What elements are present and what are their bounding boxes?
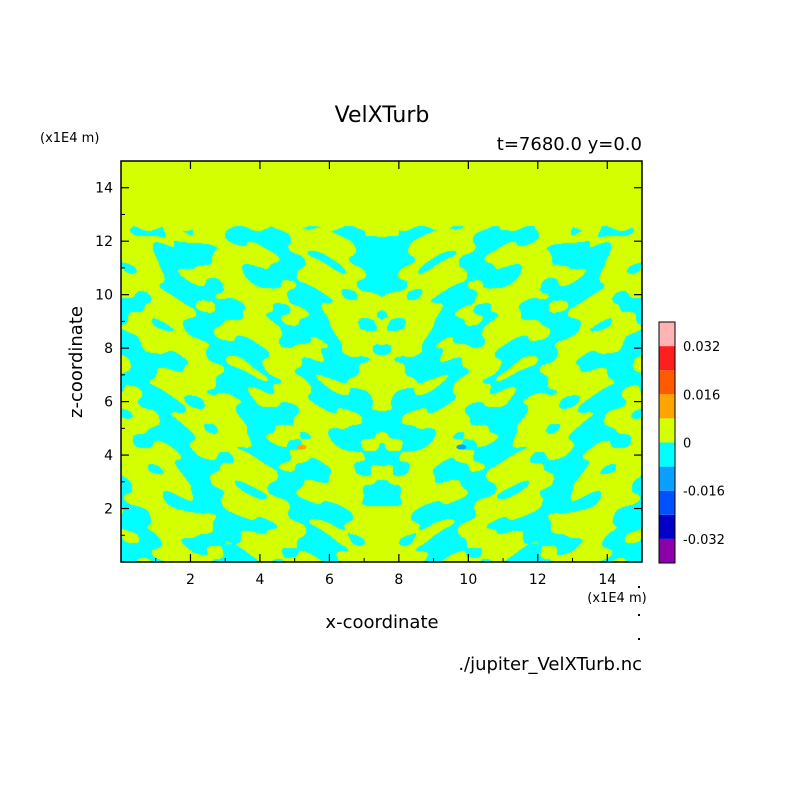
colorbar-tick-label: 0 — [683, 437, 691, 452]
x-tick-label: 2 — [186, 572, 195, 588]
y-tick-label: 12 — [95, 234, 113, 250]
x-unit-label: (x1E4 m) — [587, 591, 646, 606]
x-tick-label: 8 — [394, 572, 403, 588]
colorbar-swatch-4 — [659, 442, 675, 467]
colorbar-frame — [658, 321, 676, 564]
y-tick-label: 2 — [104, 502, 113, 518]
x-axis-title: x-coordinate — [325, 612, 438, 633]
colorbar-swatch-7 — [659, 370, 675, 395]
colorbar-swatch-6 — [659, 394, 675, 419]
y-tick-label: 14 — [95, 181, 113, 197]
colorbar-swatch-2 — [659, 490, 675, 515]
colorbar-swatch-8 — [659, 346, 675, 371]
colorbar: 0.032 0.016 0 -0.016 -0.032 — [658, 321, 725, 564]
source-file-label: ./jupiter_VelXTurb.nc — [458, 654, 642, 675]
x-tick-label: 14 — [598, 572, 616, 588]
colorbar-tick-label: -0.032 — [683, 533, 725, 548]
plot-frame — [120, 160, 643, 563]
y-axis: 2 4 6 8 10 12 14 — [95, 181, 642, 536]
colorbar-swatch-9 — [659, 322, 675, 347]
extreme-spot-1 — [456, 444, 467, 450]
y-axis-title: z-coordinate — [66, 306, 87, 418]
extreme-spot-0 — [296, 444, 307, 450]
x-tick-label: 4 — [255, 572, 264, 588]
y-tick-label: 8 — [104, 341, 113, 357]
colorbar-swatch-0 — [659, 538, 675, 563]
y-tick-label: 6 — [104, 395, 113, 411]
y-tick-label: 10 — [95, 288, 113, 304]
field-contours — [121, 161, 642, 562]
chart-subtitle: t=7680.0 y=0.0 — [497, 134, 642, 155]
x-tick-label: 10 — [459, 572, 477, 588]
colorbar-swatch-5 — [659, 418, 675, 443]
colorbar-tick-label: -0.016 — [683, 485, 725, 500]
y-tick-label: 4 — [104, 448, 113, 464]
corner-marks — [638, 586, 640, 640]
x-tick-label: 12 — [529, 572, 547, 588]
colorbar-tick-label: 0.032 — [683, 340, 720, 355]
colorbar-swatch-1 — [659, 514, 675, 539]
x-tick-label: 6 — [325, 572, 334, 588]
colorbar-swatch-3 — [659, 466, 675, 491]
chart-title: VelXTurb — [335, 103, 430, 128]
colorbar-tick-label: 0.016 — [683, 388, 720, 403]
y-unit-label: (x1E4 m) — [40, 131, 99, 146]
velocity-field — [121, 161, 642, 562]
x-axis: 2 4 6 8 10 12 14 — [155, 161, 616, 588]
